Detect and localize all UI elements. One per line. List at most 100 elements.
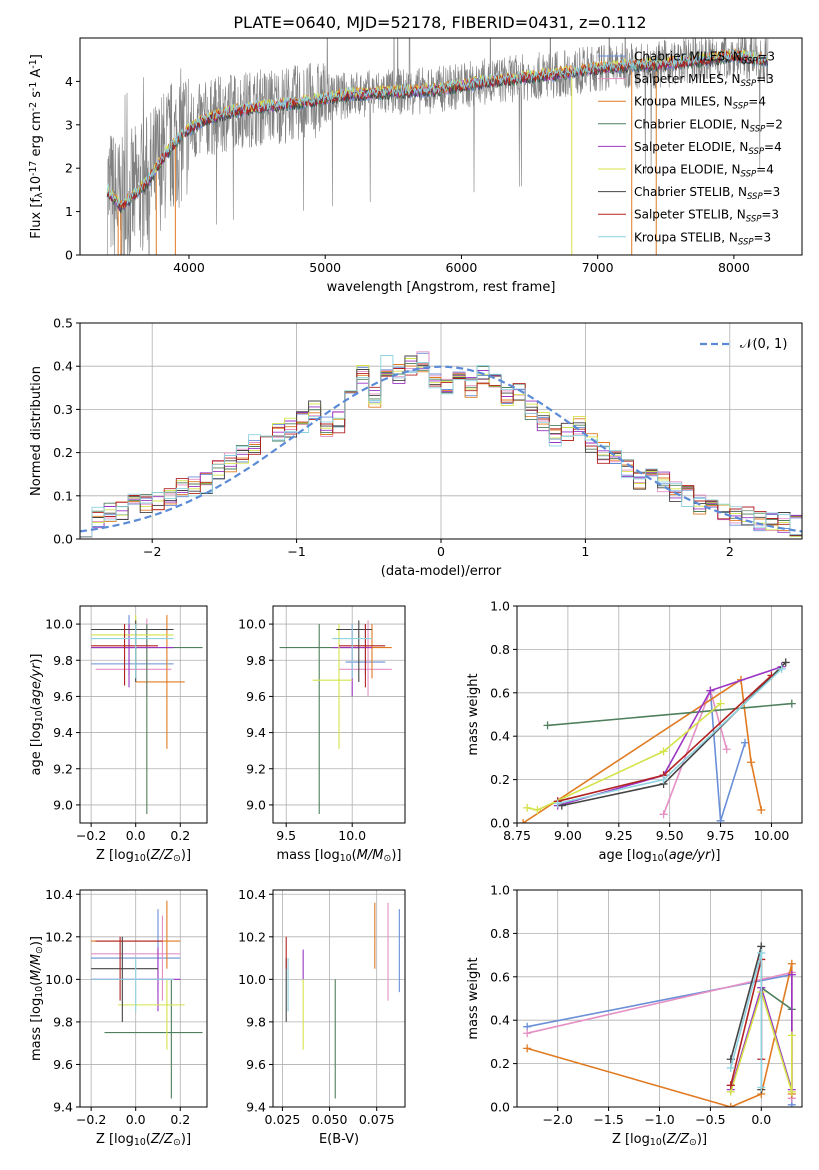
axes-frame xyxy=(272,605,406,824)
label-part: ⊙ xyxy=(34,946,45,954)
plot-area-residuals xyxy=(80,351,802,539)
weight-marker-5 xyxy=(523,803,532,812)
x-tick-label: 7000 xyxy=(582,260,614,275)
panel-massweight_vs_Z: −2.0 −1.5 −1.0 −0.5 0.0 0.0 0.2 0.4 0.6 0.8 1.0 Z [… xyxy=(466,883,803,1148)
legend-label-5: Kroupa ELODIE, NSSP=4 xyxy=(634,163,774,180)
x-tick-label: −1 xyxy=(287,544,305,559)
legend-label-7: Salpeter STELIB, NSSP=3 xyxy=(634,208,779,225)
x-tick-label: 10.00 xyxy=(754,828,790,843)
legend-label-prefix: Chabrier ELODIE, N xyxy=(634,117,750,131)
y-tick-label: 9.8 xyxy=(53,1014,73,1029)
legend-label-sub: SSP xyxy=(733,102,749,112)
y-tick-label: 10.0 xyxy=(45,972,73,987)
y-tick-label: 0.2 xyxy=(490,772,510,787)
label-part: mass weight xyxy=(466,673,481,755)
y-tick-label: 2 xyxy=(65,161,73,176)
legend-label-prefix: Chabrier MILES, N xyxy=(634,50,742,64)
x-tick-label: 5000 xyxy=(309,260,341,275)
x-tick-label: 0.0 xyxy=(126,1112,146,1127)
y-tick-label: 0.0 xyxy=(490,816,510,831)
label-part: ( xyxy=(664,848,669,863)
axis-label: mass weight xyxy=(466,673,481,755)
axes-frame xyxy=(79,37,803,256)
label-part: ⊙ xyxy=(173,853,181,864)
weight-marker-4 xyxy=(706,686,715,695)
legend-label-suffix: =3 xyxy=(756,72,774,86)
y-tick-label: 10.0 xyxy=(45,617,73,632)
legend-label-sub: SSP xyxy=(742,57,758,67)
y-tick-label: 0.6 xyxy=(490,969,510,984)
label-part: age/yr xyxy=(669,848,712,863)
label-part: Normed distribution xyxy=(29,366,44,496)
label-part: -17 xyxy=(28,161,39,176)
legend-label-suffix: =4 xyxy=(748,95,766,109)
x-tick-label: 4000 xyxy=(173,260,205,275)
label-part: ( xyxy=(662,1132,667,1147)
axis-label: E(B-V) xyxy=(319,1132,359,1147)
y-tick-label: 10.4 xyxy=(45,887,73,902)
y-tick-label: 9.6 xyxy=(53,689,73,704)
label-part: 10 xyxy=(34,986,45,998)
weight-marker-8 xyxy=(777,664,786,673)
label-part: A xyxy=(29,69,44,82)
legend-label-8: Kroupa STELIB, NSSP=3 xyxy=(634,230,771,247)
x-tick-label: 6000 xyxy=(446,260,478,275)
axis-label: Normed distribution xyxy=(29,366,44,496)
x-tick-label: −2 xyxy=(143,544,161,559)
x-tick-label: 0 xyxy=(437,544,445,559)
weight-marker-0 xyxy=(716,816,725,823)
x-tick-label: 0.025 xyxy=(265,1112,301,1127)
y-tick-label: 9.4 xyxy=(246,1100,266,1115)
label-part: E(B-V) xyxy=(319,1132,359,1147)
y-tick-label: 0.8 xyxy=(490,642,510,657)
label-part: ⊙ xyxy=(383,853,391,864)
axes-frame xyxy=(516,889,803,1108)
legend-label-prefix: Chabrier STELIB, N xyxy=(634,185,747,199)
label-part: age/yr xyxy=(29,662,44,705)
y-tick-label: 0.0 xyxy=(490,1100,510,1115)
y-tick-label: 4 xyxy=(65,74,73,89)
plot-area-massweight_vs_Z xyxy=(523,942,796,1107)
x-tick-label: 9.75 xyxy=(707,828,735,843)
x-tick-label: 9.5 xyxy=(276,828,296,843)
panel-mass_vs_Z: −0.2 0.0 0.2 9.4 9.6 9.8 10.0 10.2 10.4 Z [log10​… xyxy=(29,887,208,1148)
legend-label-prefix: Salpeter MILES, N xyxy=(634,72,741,86)
label-part: age [log xyxy=(598,848,651,863)
y-tick-label: 0 xyxy=(65,248,73,263)
y-tick-label: 0.4 xyxy=(490,1013,510,1028)
x-tick-label: 9.00 xyxy=(554,828,582,843)
axis-label: mass [log10​(M/M⊙​)] xyxy=(29,936,45,1061)
y-tick-label: 10.4 xyxy=(238,887,266,902)
y-tick-label: 1.0 xyxy=(490,883,510,898)
x-tick-label: 8000 xyxy=(718,260,750,275)
legend-label-suffix: =3 xyxy=(761,208,779,222)
axes-frame xyxy=(79,605,208,824)
plot-area-mass_vs_ebv xyxy=(285,902,400,1099)
label-part: )] xyxy=(29,936,44,946)
weight-marker-8 xyxy=(553,799,562,808)
label-part: )] xyxy=(181,848,191,863)
y-tick-label: 0.8 xyxy=(490,926,510,941)
weight-marker-2 xyxy=(726,1103,735,1107)
x-tick-label: 10.0 xyxy=(338,828,366,843)
legend-label-prefix: Salpeter ELODIE, N xyxy=(634,140,748,154)
plot-area-massweight_vs_age xyxy=(519,658,796,823)
label-part: Flux [f xyxy=(29,198,44,239)
y-tick-label: 9.6 xyxy=(53,1057,73,1072)
y-tick-label: 9.6 xyxy=(246,1057,266,1072)
x-tick-label: 1 xyxy=(581,544,589,559)
weight-marker-4 xyxy=(787,970,796,979)
weight-line-2 xyxy=(522,678,763,823)
label-part: Z/Z xyxy=(150,848,174,863)
panel-residuals: −2 −1 0 1 2 0.0 0.1 0.2 0.3 0.4 0.5 (data-model)/er… xyxy=(29,316,803,579)
y-tick-label: 1 xyxy=(65,204,73,219)
legend-label-suffix: =2 xyxy=(765,117,783,131)
legend-label-4: Salpeter ELODIE, NSSP=4 xyxy=(634,140,782,157)
normal-curve xyxy=(80,365,802,533)
legend-label-6: Chabrier STELIB, NSSP=3 xyxy=(634,185,780,202)
label-part: )] xyxy=(181,1132,191,1147)
y-tick-label: 9.2 xyxy=(246,761,266,776)
legend-label-suffix: =4 xyxy=(756,163,774,177)
weight-marker-7 xyxy=(726,1081,735,1090)
legend-label-suffix: =4 xyxy=(764,140,782,154)
